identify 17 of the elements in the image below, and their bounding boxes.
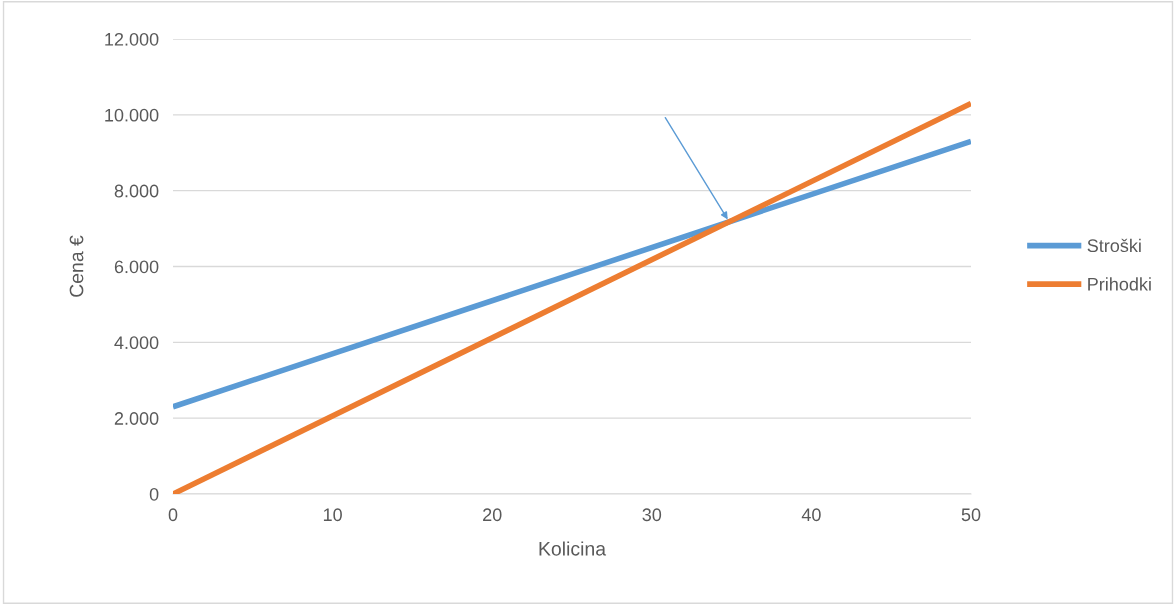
y-tick-label: 6.000: [114, 260, 159, 274]
y-tick-label: 8.000: [114, 184, 159, 198]
x-tick-label: 10: [323, 508, 342, 522]
x-tick-label: 20: [483, 508, 502, 522]
x-tick-label: 30: [642, 508, 662, 522]
y-tick-label: 2.000: [114, 412, 159, 425]
x-tick-label: 50: [961, 508, 981, 522]
y-tick-label: 4.000: [114, 336, 159, 350]
legend-label: Stroški: [1087, 238, 1141, 253]
x-axis-title: Kolicina: [539, 541, 607, 556]
y-axis-title: Cena €: [69, 235, 84, 297]
y-tick-label: 0: [149, 487, 159, 501]
x-tick-label: 40: [801, 508, 821, 522]
y-tick-label: 12.000: [105, 32, 159, 46]
x-tick-label: 0: [168, 508, 178, 522]
legend-label: Prihodki: [1088, 277, 1151, 291]
y-tick-label: 10.000: [105, 108, 159, 122]
